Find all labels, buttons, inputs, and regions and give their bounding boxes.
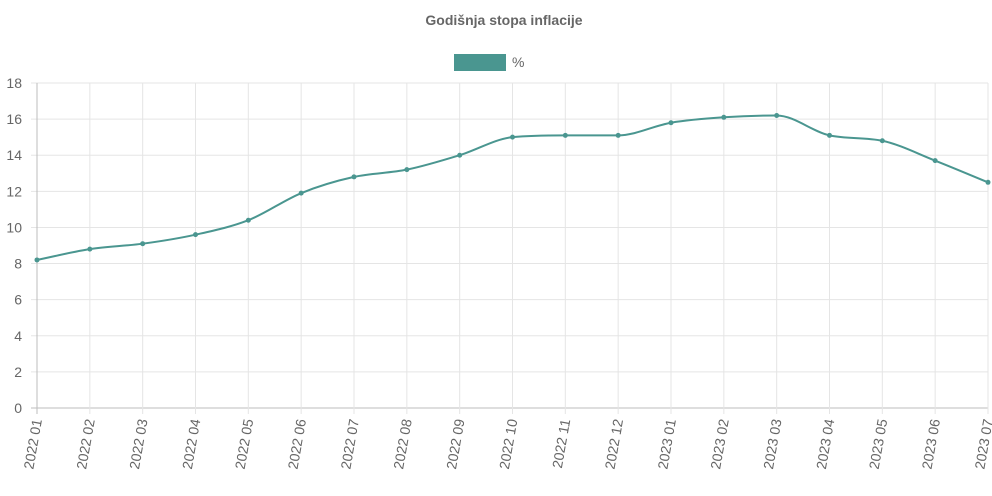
data-point[interactable] <box>879 138 885 144</box>
x-tick-label: 2022 10 <box>496 418 521 471</box>
data-point[interactable] <box>774 113 780 118</box>
y-tick-label: 14 <box>6 147 22 163</box>
x-tick-label: 2022 01 <box>20 418 45 471</box>
y-tick-label: 12 <box>6 183 22 199</box>
y-tick-label: 8 <box>14 256 22 272</box>
x-tick-label: 2022 06 <box>285 418 310 471</box>
data-point[interactable] <box>140 241 146 247</box>
y-tick-label: 0 <box>14 400 22 416</box>
data-point[interactable] <box>985 179 991 185</box>
data-point[interactable] <box>668 120 674 126</box>
x-tick-label: 2022 12 <box>602 418 627 471</box>
data-point[interactable] <box>827 132 832 138</box>
data-point[interactable] <box>404 167 410 173</box>
data-point[interactable] <box>34 257 40 263</box>
y-tick-label: 4 <box>14 328 22 344</box>
x-axis-ticks: 2022 01 2022 02 2022 03 2022 04 2022 05 2022 … <box>20 418 992 471</box>
x-tick-label: 2022 08 <box>390 418 415 471</box>
data-point[interactable] <box>87 246 93 252</box>
x-tick-label: 2023 01 <box>654 418 679 471</box>
y-tick-label: 16 <box>6 111 22 127</box>
legend-swatch <box>454 54 506 71</box>
data-point[interactable] <box>351 174 357 180</box>
x-tick-label: 2022 05 <box>232 418 257 471</box>
data-point[interactable] <box>245 217 251 223</box>
legend-label: % <box>512 54 524 70</box>
data-point[interactable] <box>510 134 515 140</box>
y-tick-label: 10 <box>6 219 22 235</box>
data-point[interactable] <box>193 232 198 238</box>
x-tick-label: 2022 09 <box>443 418 468 471</box>
x-tick-label: 2023 02 <box>707 418 732 471</box>
x-tick-label: 2023 07 <box>971 418 992 471</box>
x-tick-label: 2022 02 <box>73 418 98 471</box>
y-axis-ticks: 0 2 4 6 8 10 12 14 16 18 <box>6 75 22 416</box>
data-point[interactable] <box>615 132 621 138</box>
data-point[interactable] <box>721 114 727 120</box>
x-tick-label: 2022 04 <box>179 418 204 471</box>
y-tick-label: 18 <box>6 75 22 91</box>
y-tick-label: 6 <box>14 292 22 308</box>
x-tick-label: 2023 06 <box>919 418 944 471</box>
legend[interactable]: % <box>454 54 524 71</box>
data-point[interactable] <box>457 152 463 158</box>
x-tick-label: 2023 03 <box>760 418 785 471</box>
data-points <box>34 113 991 263</box>
x-tick-label: 2022 11 <box>549 418 573 470</box>
x-tick-label: 2022 07 <box>337 418 362 471</box>
chart-title: Godišnja stopa inflacije <box>425 12 582 28</box>
y-tick-label: 2 <box>14 364 22 380</box>
x-tick-label: 2023 04 <box>813 418 838 471</box>
grid <box>31 82 989 414</box>
data-point[interactable] <box>298 190 304 196</box>
data-point[interactable] <box>562 132 568 138</box>
x-tick-label: 2023 05 <box>866 418 891 471</box>
x-tick-label: 2022 03 <box>126 418 151 471</box>
data-point[interactable] <box>932 158 938 164</box>
